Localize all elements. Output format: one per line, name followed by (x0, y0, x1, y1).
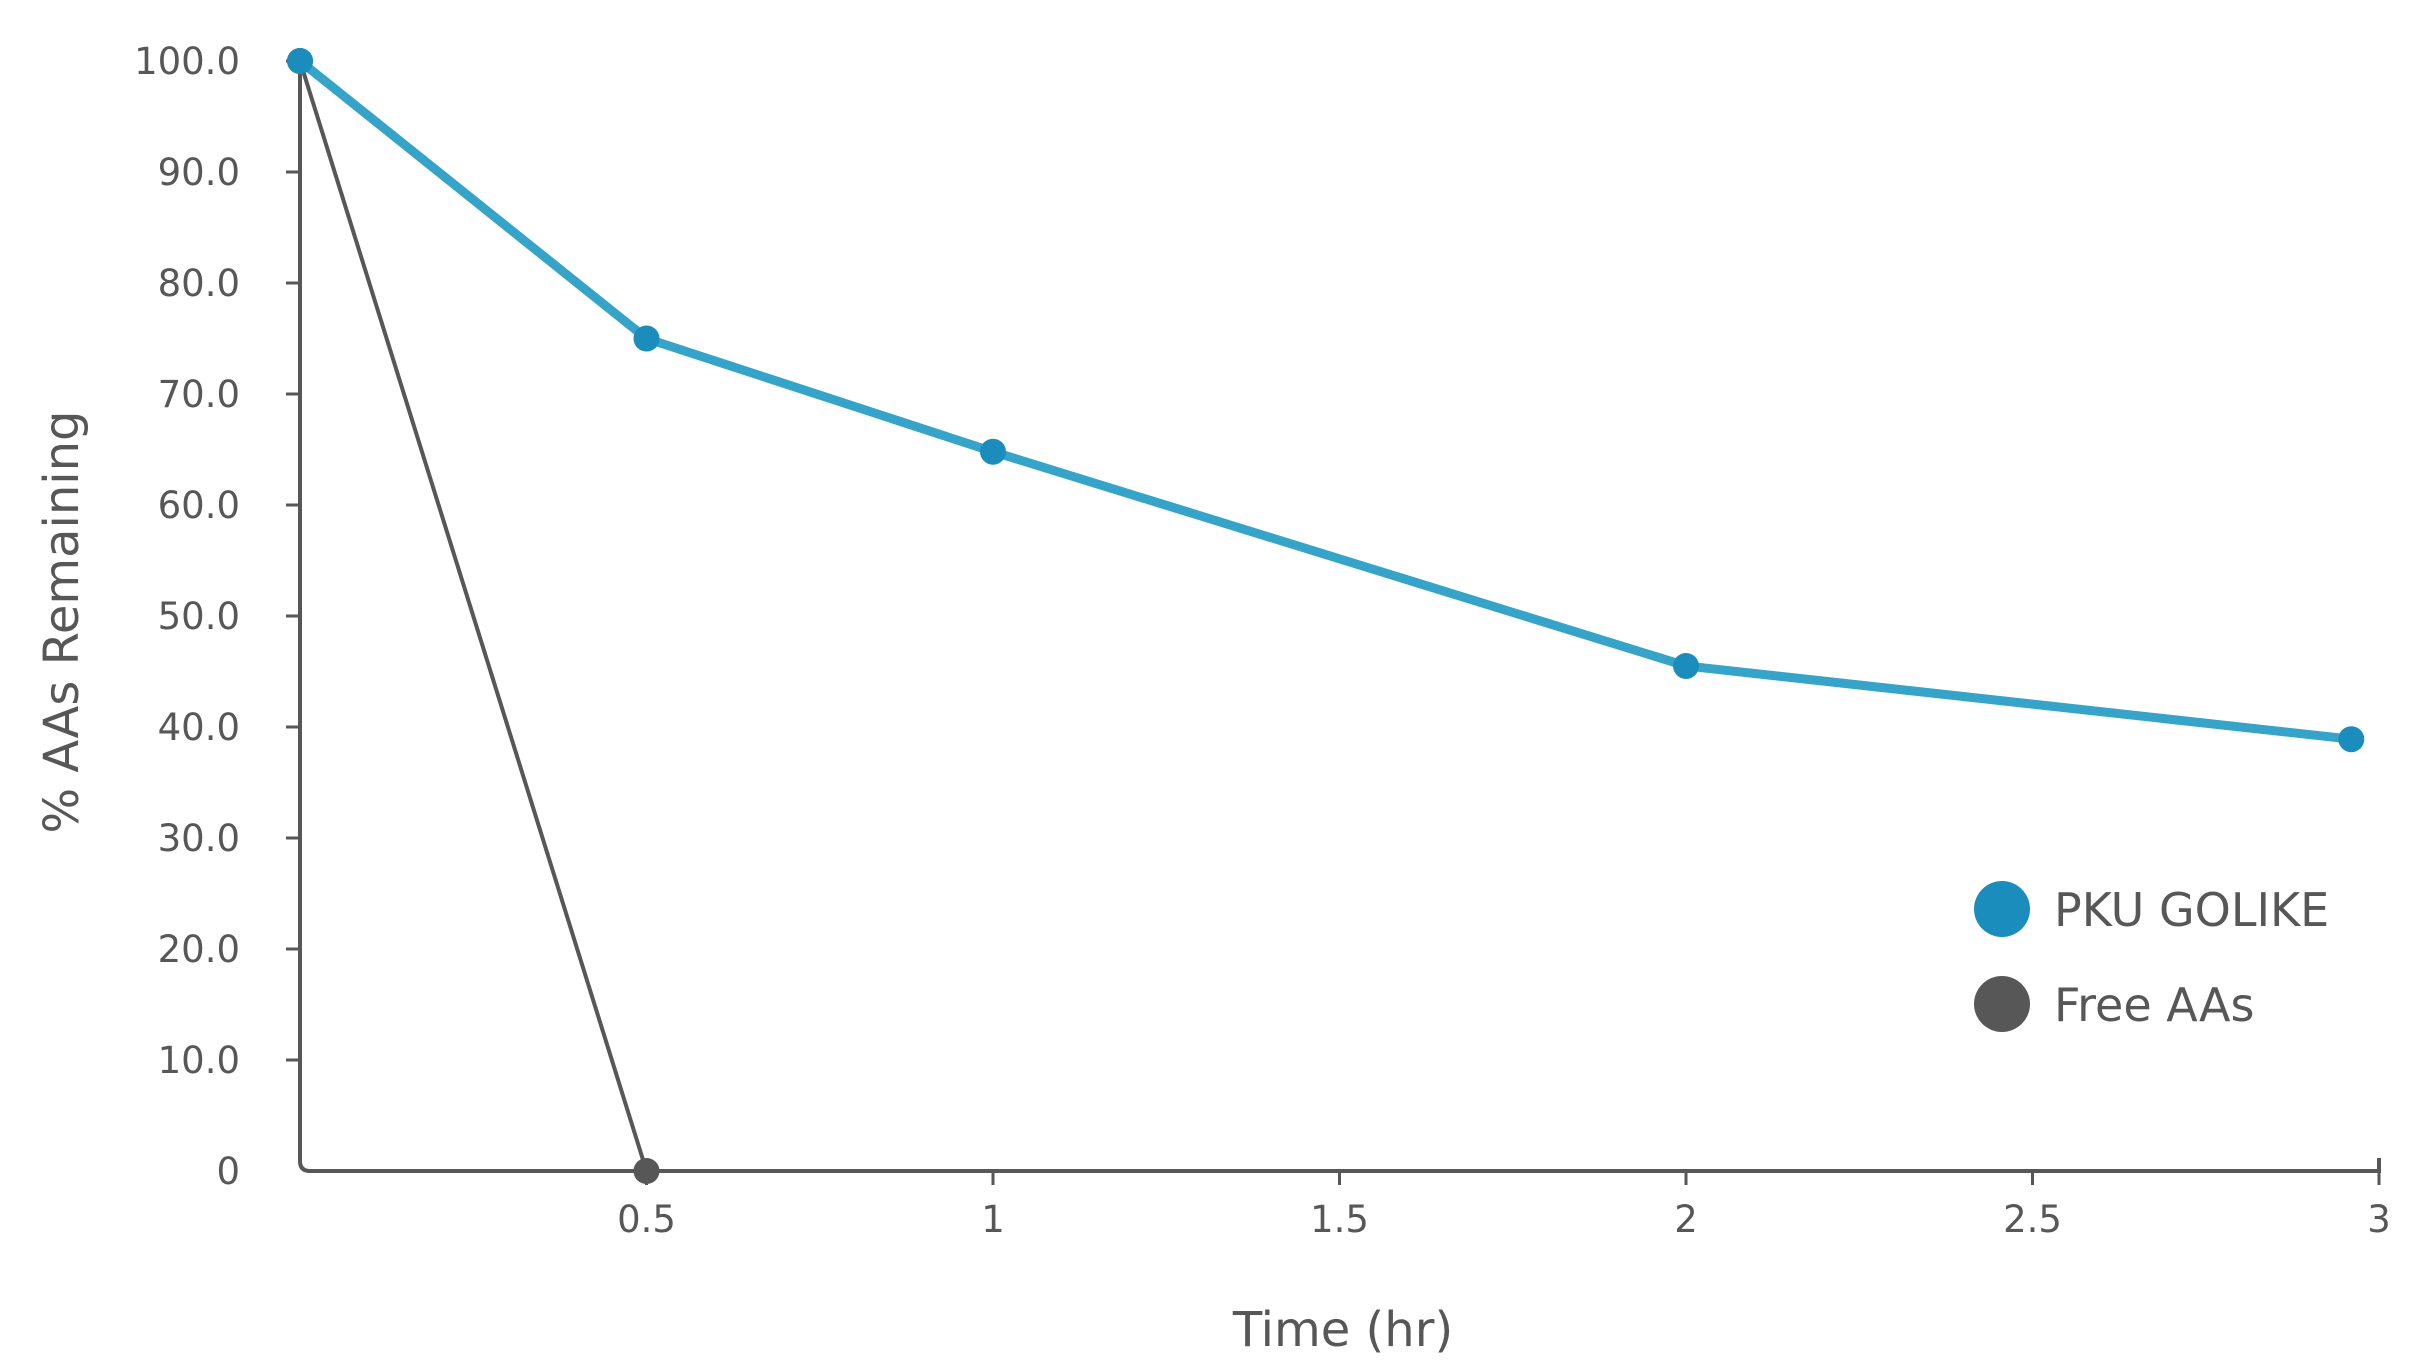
data-point-free-aas (633, 1158, 660, 1184)
ticks: 0 10.0 20.0 30.0 40.0 50.0 60.0 70.0 80.0 90.0 100… (134, 40, 2391, 1241)
data-point-pku-golike (980, 438, 1006, 465)
y-tick-label: 20.0 (158, 928, 240, 971)
points (287, 48, 2365, 1184)
y-tick-label: 90.0 (158, 151, 240, 194)
legend-label-free-aas: Free AAs (2054, 978, 2254, 1032)
x-tick-label: 2.5 (2003, 1198, 2062, 1241)
y-tick-label: 0 (216, 1150, 240, 1193)
x-axis-title: Time (hr) (1232, 1302, 1453, 1358)
x-tick-label: 2 (1674, 1198, 1698, 1241)
x-tick-label: 1 (981, 1198, 1005, 1241)
data-point-pku-golike (287, 48, 313, 74)
axes-frame (298, 61, 2381, 1173)
series-line-pku-golike (295, 56, 2356, 744)
y-axis-title: % AAs Remaining (34, 410, 90, 833)
y-tick-label: 60.0 (158, 484, 240, 527)
x-tick-label: 3 (2367, 1198, 2391, 1241)
x-tick-label: 1.5 (1310, 1198, 1369, 1241)
legend: PKU GOLIKE Free AAs (1974, 881, 2329, 1032)
y-tick-label: 70.0 (158, 373, 240, 416)
legend-label-pku-golike: PKU GOLIKE (2054, 883, 2329, 937)
data-point-pku-golike (633, 325, 660, 352)
data-point-pku-golike (2338, 726, 2365, 753)
y-tick-label: 100.0 (134, 40, 240, 83)
y-tick-label: 30.0 (158, 817, 240, 860)
legend-marker-free-aas (1974, 976, 2030, 1032)
y-tick-label: 80.0 (158, 262, 240, 305)
axes (298, 61, 2381, 1173)
series (295, 56, 2356, 1173)
x-tick-label: 0.5 (617, 1198, 676, 1241)
series-line-free-aas (298, 59, 649, 1173)
data-point-pku-golike (1673, 652, 1699, 679)
y-tick-label: 50.0 (158, 595, 240, 638)
y-tick-label: 40.0 (158, 706, 240, 749)
y-tick-label: 10.0 (158, 1039, 240, 1082)
legend-marker-pku-golike (1974, 881, 2030, 937)
